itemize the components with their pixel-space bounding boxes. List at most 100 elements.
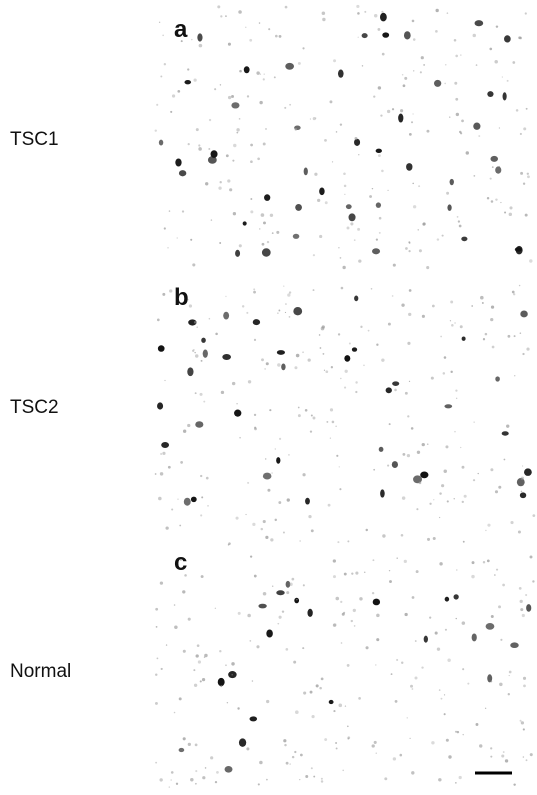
cell [422,222,426,226]
cell [320,677,324,681]
cell [494,574,496,576]
cell [461,500,464,504]
cell [513,783,516,786]
cell [196,326,198,328]
cell [461,119,464,123]
cell [321,11,326,16]
cell [500,638,503,641]
cell [521,613,525,618]
cell [333,59,337,63]
cell [449,320,452,322]
cell [361,65,364,67]
row-label: Normal [10,661,72,682]
cell [441,484,445,488]
cell [294,597,300,604]
cell [532,580,535,583]
cell [158,496,162,501]
cell [401,303,405,307]
cell [457,220,461,223]
cell [394,699,398,703]
cell [415,570,419,574]
cell [454,730,458,733]
cell [403,559,407,563]
cell [286,498,290,502]
cell [526,347,530,351]
cell [511,290,515,294]
cell [408,312,412,317]
cell [462,733,464,736]
cell [154,701,158,705]
cell [293,660,297,664]
cell [391,461,398,468]
cell [344,355,351,362]
cell [355,381,358,384]
cell [235,516,239,520]
cell [381,10,384,13]
cell [410,427,414,430]
cell [204,767,207,769]
cell [293,307,303,316]
cell [344,369,348,373]
cell [410,684,413,688]
cell [319,234,323,239]
cell [168,210,171,212]
cell [455,97,459,101]
cell [344,705,347,707]
cell [447,658,451,663]
cell [197,33,203,42]
cell [500,201,502,204]
cell [502,583,505,587]
cell [414,676,418,680]
cell [227,544,230,546]
cell [524,12,527,15]
cell [294,366,298,370]
cell [371,591,375,595]
cell [247,481,250,484]
cell [402,452,406,456]
cell [409,737,411,740]
cell [420,471,429,479]
cell [159,778,163,782]
cell [358,153,360,156]
cell [252,319,261,326]
cell [506,424,510,428]
cell [238,10,242,14]
cell [320,777,323,780]
cell [207,156,217,164]
cell [315,117,317,119]
cell [163,227,166,230]
cell [503,458,506,461]
cell [249,640,252,642]
cell [453,497,455,500]
cell [486,196,490,200]
cell [440,697,443,700]
cell [376,613,380,618]
cell [417,229,419,231]
cell [441,234,444,237]
cell [245,26,247,29]
cell [295,353,300,358]
cell [448,755,452,759]
cell [443,694,446,696]
cell [180,461,183,464]
cell [201,337,206,343]
cell [332,559,336,563]
cell [198,43,203,48]
cell [169,289,173,293]
cell [411,596,415,599]
cell [516,478,525,487]
cell [291,755,295,759]
cell [391,108,395,111]
cell [479,744,483,748]
cell [442,372,446,375]
cell [250,210,254,214]
cell [294,127,298,131]
cell [506,79,509,82]
cell [443,356,447,359]
cell [431,304,435,308]
cell [355,571,359,575]
cell [380,12,387,22]
cell [178,697,182,701]
cell [419,71,422,74]
cell [450,370,453,374]
